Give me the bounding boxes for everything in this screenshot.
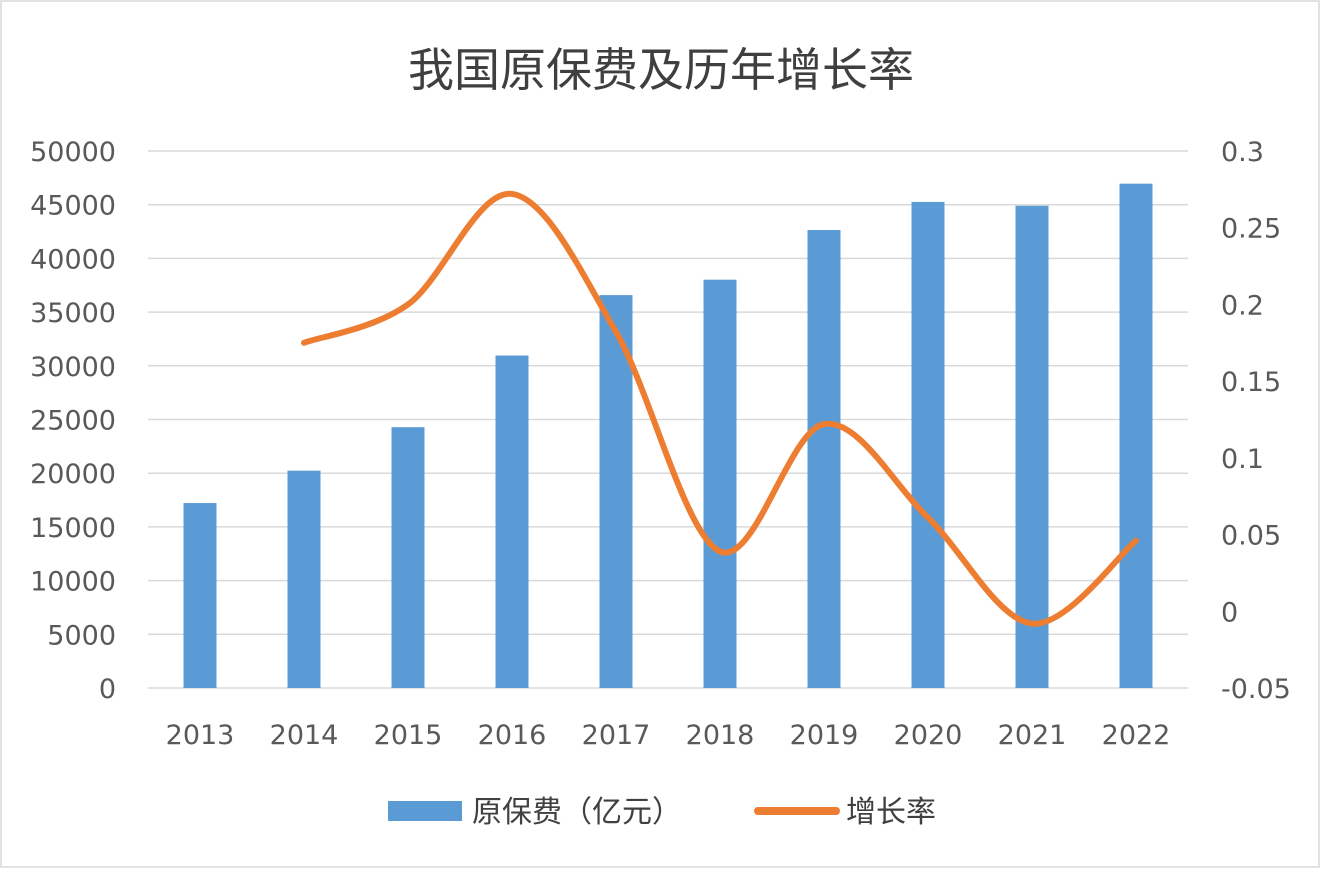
- y-right-tick-label: 0.25: [1221, 214, 1281, 245]
- y-right-tick-label: 0.3: [1221, 137, 1264, 168]
- bar: [703, 279, 737, 688]
- y-left-tick-label: 10000: [30, 567, 116, 598]
- legend: 原保费（亿元） 增长率: [388, 795, 936, 830]
- line-series: [301, 190, 1139, 627]
- gridlines: [148, 150, 1188, 689]
- growth-rate-line: [301, 190, 1139, 627]
- x-tick-label: 2014: [270, 720, 339, 751]
- y-right-tick-label: 0.2: [1221, 290, 1264, 321]
- bar: [391, 427, 425, 688]
- y-left-tick-label: 50000: [30, 137, 116, 168]
- y-right-tick-label: 0.15: [1221, 367, 1281, 398]
- y-left-tick-label: 40000: [30, 244, 116, 275]
- bar: [1015, 205, 1049, 689]
- legend-line-label: 增长率: [846, 795, 936, 830]
- x-tick-label: 2013: [166, 720, 235, 751]
- x-tick-label: 2019: [790, 720, 859, 751]
- bar: [183, 503, 217, 688]
- y-right-tick-label: 0.05: [1221, 521, 1281, 552]
- y-left-tick-label: 35000: [30, 298, 116, 329]
- x-axis: 2013 2014 2015 2016 2017 2018 2019 2020 2021 2022: [166, 720, 1171, 751]
- x-tick-label: 2022: [1102, 720, 1171, 751]
- legend-bar-swatch: [388, 801, 462, 821]
- bar: [911, 201, 945, 688]
- legend-bar-label: 原保费（亿元）: [472, 795, 682, 830]
- y-left-tick-label: 30000: [30, 352, 116, 383]
- chart-title: 我国原保费及历年增长率: [408, 43, 914, 97]
- y-right-tick-label: -0.05: [1221, 674, 1291, 705]
- y-axis-right: -0.05 0 0.05 0.1 0.15 0.2 0.25 0.3: [1221, 137, 1291, 705]
- x-tick-label: 2015: [374, 720, 443, 751]
- y-left-tick-label: 45000: [30, 191, 116, 222]
- y-left-tick-label: 25000: [30, 406, 116, 437]
- bar: [807, 229, 841, 688]
- y-left-tick-label: 5000: [47, 620, 116, 651]
- x-tick-label: 2021: [998, 720, 1067, 751]
- y-left-tick-label: 20000: [30, 459, 116, 490]
- y-axis-left: 0 5000 10000 15000 20000 25000 30000 35000 40000…: [30, 137, 116, 705]
- bar-series: [183, 183, 1153, 689]
- x-tick-label: 2016: [478, 720, 547, 751]
- bar: [1119, 183, 1153, 688]
- bar: [287, 470, 321, 688]
- bar: [495, 355, 529, 688]
- y-left-tick-label: 0: [99, 674, 116, 705]
- x-tick-label: 2018: [686, 720, 755, 751]
- y-right-tick-label: 0: [1221, 597, 1238, 628]
- y-left-tick-label: 15000: [30, 513, 116, 544]
- x-tick-label: 2017: [582, 720, 651, 751]
- y-right-tick-label: 0.1: [1221, 444, 1264, 475]
- x-tick-label: 2020: [894, 720, 963, 751]
